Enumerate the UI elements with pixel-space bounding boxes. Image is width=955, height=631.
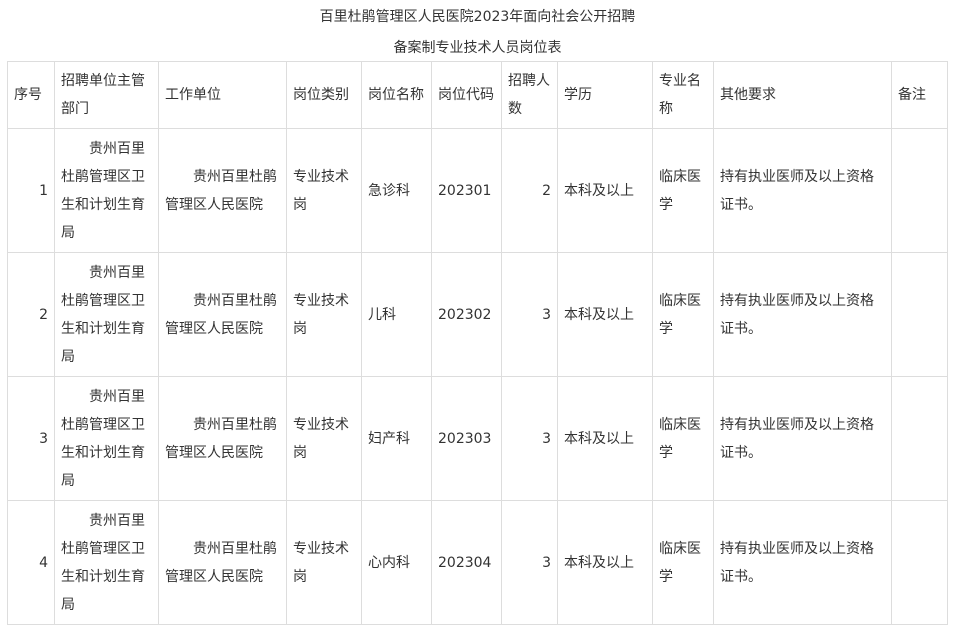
cell-dept: 贵州百里杜鹃管理区卫生和计划生育局 xyxy=(54,376,159,501)
document-title: 百里杜鹃管理区人民医院2023年面向社会公开招聘 xyxy=(319,9,636,25)
cell-dept: 贵州百里杜鹃管理区卫生和计划生育局 xyxy=(54,128,159,253)
cell-edu: 本科及以上 xyxy=(557,252,653,377)
header-cell: 其他要求 xyxy=(713,61,892,129)
cell-note xyxy=(891,376,948,501)
cell-name: 妇产科 xyxy=(361,376,432,501)
header-cell: 工作单位 xyxy=(158,61,287,129)
cell-edu: 本科及以上 xyxy=(557,500,653,625)
header-cell: 招聘单位主管部门 xyxy=(54,61,159,129)
header-cell: 岗位代码 xyxy=(431,61,502,129)
cell-category: 专业技术岗 xyxy=(286,500,362,625)
cell-other: 持有执业医师及以上资格证书。 xyxy=(713,252,892,377)
cell-note xyxy=(891,252,948,377)
cell-code: 202302 xyxy=(431,252,502,377)
cell-note xyxy=(891,500,948,625)
header-cell: 岗位类别 xyxy=(286,61,362,129)
cell-name: 心内科 xyxy=(361,500,432,625)
cell-dept: 贵州百里杜鹃管理区卫生和计划生育局 xyxy=(54,252,159,377)
cell-major: 临床医学 xyxy=(652,252,714,377)
cell-dept: 贵州百里杜鹃管理区卫生和计划生育局 xyxy=(54,500,159,625)
header-cell: 招聘人数 xyxy=(501,61,558,129)
cell-unit: 贵州百里杜鹃管理区人民医院 xyxy=(158,500,287,625)
table-row: 3 贵州百里杜鹃管理区卫生和计划生育局 贵州百里杜鹃管理区人民医院 专业技术岗 妇产科 2… xyxy=(7,376,948,501)
cell-other: 持有执业医师及以上资格证书。 xyxy=(713,500,892,625)
cell-major: 临床医学 xyxy=(652,128,714,253)
table-row: 4 贵州百里杜鹃管理区卫生和计划生育局 贵州百里杜鹃管理区人民医院 专业技术岗 心内科 2… xyxy=(7,500,948,625)
positions-table: 序号 招聘单位主管部门 工作单位 岗位类别 岗位名称 岗位代码 招聘人数 学历 … xyxy=(7,61,948,625)
cell-category: 专业技术岗 xyxy=(286,128,362,253)
table-row: 1 贵州百里杜鹃管理区卫生和计划生育局 贵州百里杜鹃管理区人民医院 专业技术岗 急诊科 2… xyxy=(7,128,948,253)
cell-count: 3 xyxy=(501,252,558,377)
cell-major: 临床医学 xyxy=(652,376,714,501)
cell-no: 1 xyxy=(7,128,55,253)
cell-code: 202303 xyxy=(431,376,502,501)
table-row: 2 贵州百里杜鹃管理区卫生和计划生育局 贵州百里杜鹃管理区人民医院 专业技术岗 儿科 20… xyxy=(7,252,948,377)
cell-category: 专业技术岗 xyxy=(286,376,362,501)
cell-other: 持有执业医师及以上资格证书。 xyxy=(713,128,892,253)
cell-no: 3 xyxy=(7,376,55,501)
header-cell: 专业名称 xyxy=(652,61,714,129)
document-subtitle: 备案制专业技术人员岗位表 xyxy=(393,40,562,56)
cell-count: 3 xyxy=(501,500,558,625)
cell-unit: 贵州百里杜鹃管理区人民医院 xyxy=(158,128,287,253)
header-cell: 备注 xyxy=(891,61,948,129)
header-cell: 序号 xyxy=(7,61,55,129)
cell-code: 202301 xyxy=(431,128,502,253)
header-cell: 岗位名称 xyxy=(361,61,432,129)
header-row: 序号 招聘单位主管部门 工作单位 岗位类别 岗位名称 岗位代码 招聘人数 学历 … xyxy=(7,61,948,129)
cell-edu: 本科及以上 xyxy=(557,128,653,253)
cell-count: 2 xyxy=(501,128,558,253)
cell-count: 3 xyxy=(501,376,558,501)
cell-unit: 贵州百里杜鹃管理区人民医院 xyxy=(158,376,287,501)
cell-no: 4 xyxy=(7,500,55,625)
cell-major: 临床医学 xyxy=(652,500,714,625)
cell-no: 2 xyxy=(7,252,55,377)
cell-edu: 本科及以上 xyxy=(557,376,653,501)
cell-other: 持有执业医师及以上资格证书。 xyxy=(713,376,892,501)
cell-unit: 贵州百里杜鹃管理区人民医院 xyxy=(158,252,287,377)
cell-name: 急诊科 xyxy=(361,128,432,253)
cell-code: 202304 xyxy=(431,500,502,625)
cell-category: 专业技术岗 xyxy=(286,252,362,377)
cell-name: 儿科 xyxy=(361,252,432,377)
header-cell: 学历 xyxy=(557,61,653,129)
cell-note xyxy=(891,128,948,253)
